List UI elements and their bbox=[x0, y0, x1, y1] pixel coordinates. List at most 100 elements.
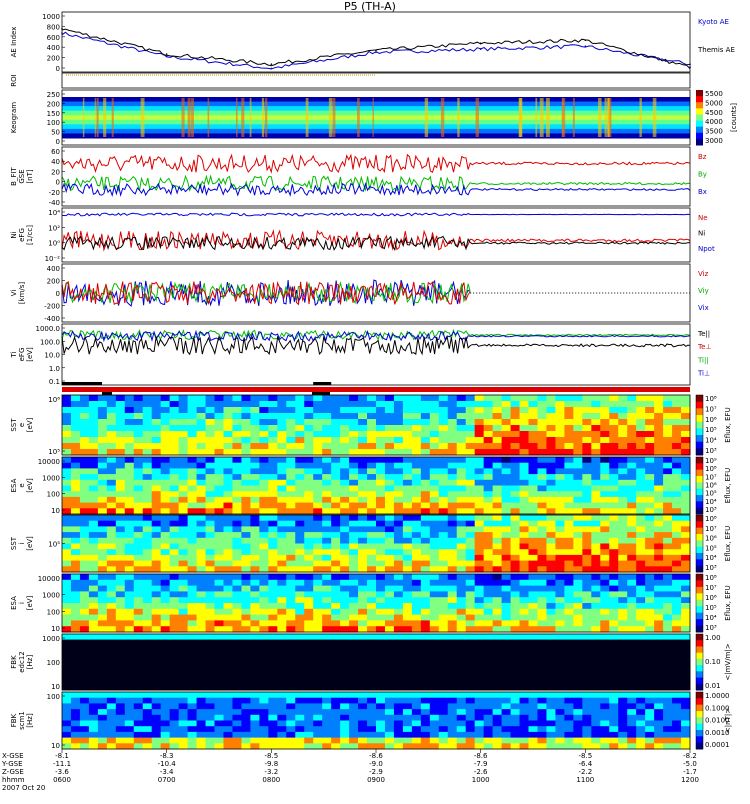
spectrogram-cell bbox=[582, 515, 592, 522]
spectrogram-cell bbox=[654, 413, 664, 420]
spectrogram-cell bbox=[133, 703, 144, 710]
spectrogram-cell bbox=[510, 650, 521, 657]
spectrogram-cell bbox=[286, 731, 296, 739]
spectrogram-cell bbox=[223, 479, 233, 486]
spectrogram-cell bbox=[367, 502, 377, 509]
spectrogram-cell bbox=[483, 673, 494, 680]
spectrogram-cell bbox=[277, 731, 287, 739]
time-axis-value: -8.2 bbox=[683, 752, 697, 760]
spectrogram-cell bbox=[277, 554, 287, 562]
spectrogram-cell bbox=[573, 639, 583, 646]
spectrogram-cell bbox=[402, 543, 413, 550]
spectrogram-cell bbox=[70, 395, 81, 402]
spectrogram-cell bbox=[313, 520, 323, 527]
spectrogram-cell bbox=[151, 726, 162, 733]
spectrogram-cell bbox=[304, 532, 314, 539]
spectrogram-cell bbox=[627, 566, 637, 573]
spectrogram-cell bbox=[573, 678, 583, 685]
spectrogram-cell bbox=[393, 709, 404, 716]
spectrogram-cell bbox=[313, 731, 323, 739]
spectrogram-cell bbox=[97, 692, 108, 699]
spectrogram-cell bbox=[349, 574, 359, 581]
y-tick-label: 100 bbox=[47, 693, 60, 701]
spectrogram-cell bbox=[223, 554, 233, 562]
spectrogram-cell bbox=[672, 579, 682, 587]
spectrogram-cell bbox=[376, 608, 386, 616]
spectrogram-cell bbox=[555, 639, 565, 646]
spectrogram-cell bbox=[88, 479, 99, 486]
series-legend-label: Themis AE bbox=[697, 46, 735, 54]
spectrogram-cell bbox=[663, 697, 673, 704]
spectrogram-cell bbox=[124, 684, 135, 691]
spectrogram-cell bbox=[573, 645, 583, 652]
colorbar-tick-label: 0.0001 bbox=[705, 741, 730, 749]
spectrogram-cell bbox=[88, 532, 99, 539]
spectrogram-cell bbox=[429, 603, 440, 610]
spectrogram-cell bbox=[250, 684, 260, 691]
spectrogram-cell bbox=[384, 662, 395, 669]
spectrogram-cell bbox=[465, 678, 476, 685]
spectrogram-cell bbox=[420, 673, 431, 680]
spectrogram-cell bbox=[555, 485, 565, 492]
spectrogram-cell bbox=[169, 491, 180, 498]
spectrogram-cell bbox=[367, 468, 377, 475]
spectrogram-cell bbox=[609, 395, 619, 402]
spectrogram-cell bbox=[142, 626, 153, 633]
spectrogram-cell bbox=[672, 532, 682, 539]
colorbar-segment bbox=[696, 435, 703, 443]
spectrogram-cell bbox=[79, 667, 90, 674]
spectrogram-cell bbox=[564, 543, 574, 550]
spectrogram-cell bbox=[465, 474, 476, 481]
spectrogram-cell bbox=[241, 395, 251, 402]
spectrogram-cell bbox=[133, 591, 144, 598]
spectrogram-cell bbox=[115, 650, 126, 657]
spectrogram-cell bbox=[70, 597, 81, 604]
spectrogram-cell bbox=[70, 479, 81, 486]
spectrogram-cell bbox=[528, 620, 538, 627]
spectrogram-cell bbox=[277, 431, 287, 438]
spectrogram-cell bbox=[97, 560, 108, 567]
spectrogram-cell bbox=[79, 543, 90, 550]
spectrogram-cell bbox=[537, 574, 547, 581]
spectrogram-cell bbox=[115, 579, 126, 587]
spectrogram-cell bbox=[286, 667, 296, 674]
spectrogram-cell bbox=[600, 703, 610, 710]
spectrogram-cell bbox=[411, 515, 422, 522]
spectrogram-cell bbox=[214, 673, 224, 680]
spectrogram-cell bbox=[79, 591, 90, 598]
spectrogram-cell bbox=[295, 603, 305, 610]
spectrogram-cell bbox=[636, 737, 646, 744]
spectrogram-cell bbox=[420, 474, 431, 481]
spectrogram-cell bbox=[672, 650, 682, 657]
spectrogram-cell bbox=[88, 515, 99, 522]
spectrogram-cell bbox=[259, 457, 269, 464]
spectrogram-cell bbox=[151, 614, 162, 621]
spectrogram-cell bbox=[438, 645, 449, 652]
spectrogram-cell bbox=[393, 457, 404, 464]
spectrogram-cell bbox=[492, 591, 503, 598]
spectrogram-cell bbox=[609, 585, 619, 592]
spectrogram-cell bbox=[304, 566, 314, 573]
spectrogram-cell bbox=[654, 579, 664, 587]
spectrogram-cell bbox=[196, 678, 207, 685]
spectrogram-cell bbox=[600, 462, 610, 469]
spectrogram-cell bbox=[340, 479, 350, 486]
spectrogram-cell bbox=[591, 449, 601, 456]
spectrogram-cell bbox=[456, 419, 467, 426]
spectrogram-cell bbox=[259, 650, 269, 657]
spectrogram-cell bbox=[187, 743, 198, 750]
colorbar-segment bbox=[696, 515, 703, 522]
spectrogram-cell bbox=[376, 419, 386, 426]
spectrogram-cell bbox=[654, 532, 664, 539]
spectrogram-cell bbox=[501, 591, 512, 598]
spectrogram-cell bbox=[510, 597, 521, 604]
spectrogram-cell bbox=[70, 591, 81, 598]
spectrogram-cell bbox=[510, 620, 521, 627]
spectrogram-cell bbox=[97, 697, 108, 704]
spectrogram-cell bbox=[591, 574, 601, 581]
spectrogram-cell bbox=[322, 720, 332, 727]
spectrogram-cell bbox=[187, 579, 198, 587]
spectrogram-cell bbox=[259, 515, 269, 522]
spectrogram-cell bbox=[519, 419, 530, 426]
spectrogram-cell bbox=[241, 634, 251, 641]
